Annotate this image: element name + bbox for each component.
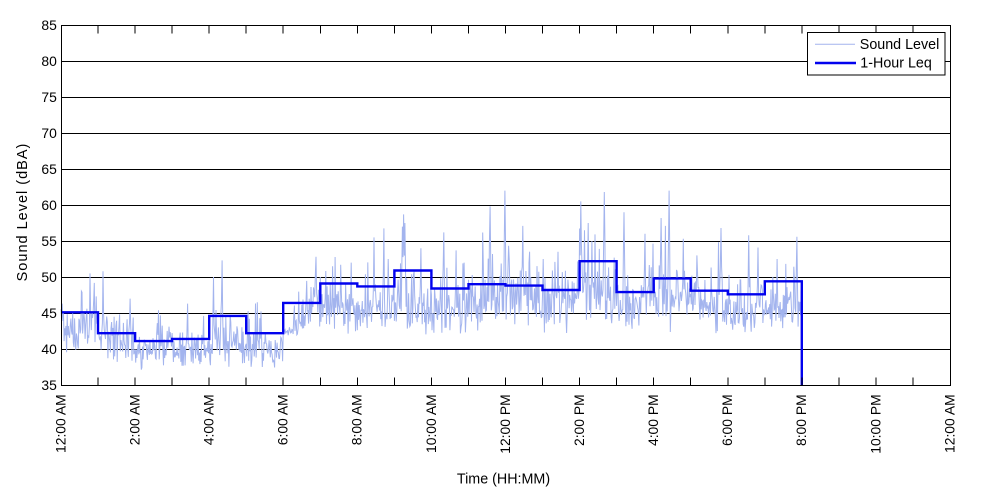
svg-text:65: 65 xyxy=(41,161,57,177)
svg-text:8:00 PM: 8:00 PM xyxy=(793,394,809,446)
svg-text:2:00 AM: 2:00 AM xyxy=(127,394,143,445)
svg-text:10:00 AM: 10:00 AM xyxy=(423,394,439,453)
svg-text:60: 60 xyxy=(41,197,57,213)
svg-text:1-Hour Leq: 1-Hour Leq xyxy=(860,56,932,72)
svg-text:75: 75 xyxy=(41,89,57,105)
svg-text:8:00 AM: 8:00 AM xyxy=(349,394,365,445)
svg-text:55: 55 xyxy=(41,233,57,249)
svg-text:6:00 PM: 6:00 PM xyxy=(719,394,735,446)
svg-text:6:00 AM: 6:00 AM xyxy=(275,394,291,445)
svg-text:Sound Level: Sound Level xyxy=(860,37,940,53)
svg-text:85: 85 xyxy=(41,17,57,33)
svg-text:40: 40 xyxy=(41,341,57,357)
svg-text:35: 35 xyxy=(41,377,57,393)
svg-text:12:00 AM: 12:00 AM xyxy=(52,394,68,453)
svg-text:80: 80 xyxy=(41,53,57,69)
svg-text:50: 50 xyxy=(41,269,57,285)
svg-text:4:00 PM: 4:00 PM xyxy=(645,394,661,446)
svg-text:70: 70 xyxy=(41,125,57,141)
svg-text:4:00 AM: 4:00 AM xyxy=(201,394,217,445)
svg-text:45: 45 xyxy=(41,305,57,321)
svg-text:12:00 PM: 12:00 PM xyxy=(497,394,513,453)
svg-text:Time (HH:MM): Time (HH:MM) xyxy=(457,471,550,487)
svg-text:Sound Level (dBA): Sound Level (dBA) xyxy=(15,143,31,282)
svg-text:12:00 AM: 12:00 AM xyxy=(941,394,957,453)
svg-text:2:00 PM: 2:00 PM xyxy=(571,394,587,446)
svg-text:10:00 PM: 10:00 PM xyxy=(867,394,883,453)
